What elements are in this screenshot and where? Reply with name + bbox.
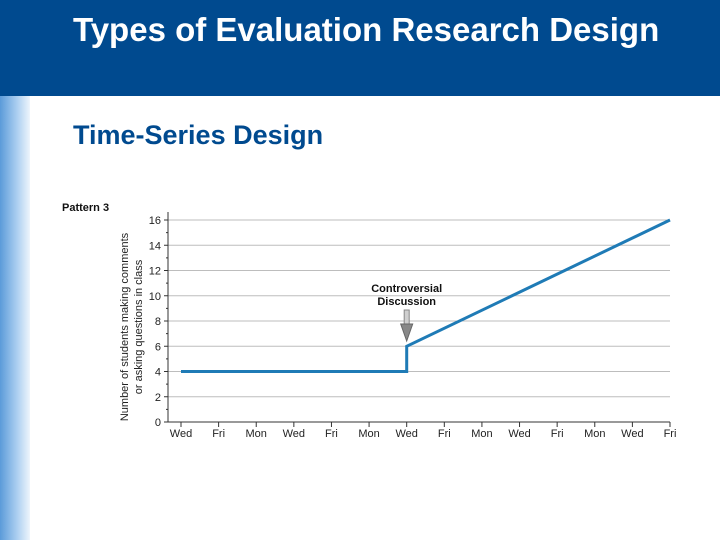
y-tick-label: 6 [155, 341, 161, 353]
x-tick-label: Fri [325, 428, 338, 440]
y-tick-label: 10 [149, 291, 161, 303]
y-tick-label: 16 [149, 215, 161, 227]
y-tick-label: 0 [155, 417, 161, 429]
x-tick-label: Mon [358, 428, 379, 440]
y-axis-title-line: Number of students making comments [119, 232, 131, 421]
y-axis-title-line: or asking questions in class [133, 259, 145, 394]
x-tick-label: Wed [395, 428, 417, 440]
annotation-arrow-shaft [403, 309, 410, 326]
annotation-text: Controversial [371, 283, 442, 295]
x-tick-label: Fri [664, 428, 677, 440]
annotation-arrow-head [399, 323, 414, 343]
panel-label: Pattern 3 [62, 202, 109, 214]
y-tick-label: 14 [149, 240, 161, 252]
x-tick-label: Mon [471, 428, 492, 440]
x-tick-label: Wed [508, 428, 530, 440]
y-tick-label: 2 [155, 392, 161, 404]
annotation-text: Discussion [377, 296, 436, 308]
x-tick-label: Fri [438, 428, 451, 440]
series-line [181, 218, 671, 373]
y-tick-label: 8 [155, 316, 161, 328]
time-series-chart: Pattern 3 0 2 4 6 8 10 12 14 16 Wed Fri Mon Wed Fri Mon… [62, 202, 677, 440]
y-tick-label: 4 [155, 367, 161, 379]
x-tick-label: Fri [212, 428, 225, 440]
side-gradient-bar [0, 96, 30, 540]
title-bar: Types of Evaluation Research Design [0, 0, 720, 96]
slide-subtitle: Time-Series Design [73, 120, 324, 150]
x-tick-label: Wed [621, 428, 643, 440]
x-tick-label: Wed [283, 428, 305, 440]
x-tick-label: Mon [246, 428, 267, 440]
x-tick-label: Mon [584, 428, 605, 440]
x-tick-label: Fri [551, 428, 564, 440]
slide-title: Types of Evaluation Research Design [73, 11, 660, 48]
y-tick-label: 12 [149, 266, 161, 278]
x-tick-label: Wed [170, 428, 192, 440]
